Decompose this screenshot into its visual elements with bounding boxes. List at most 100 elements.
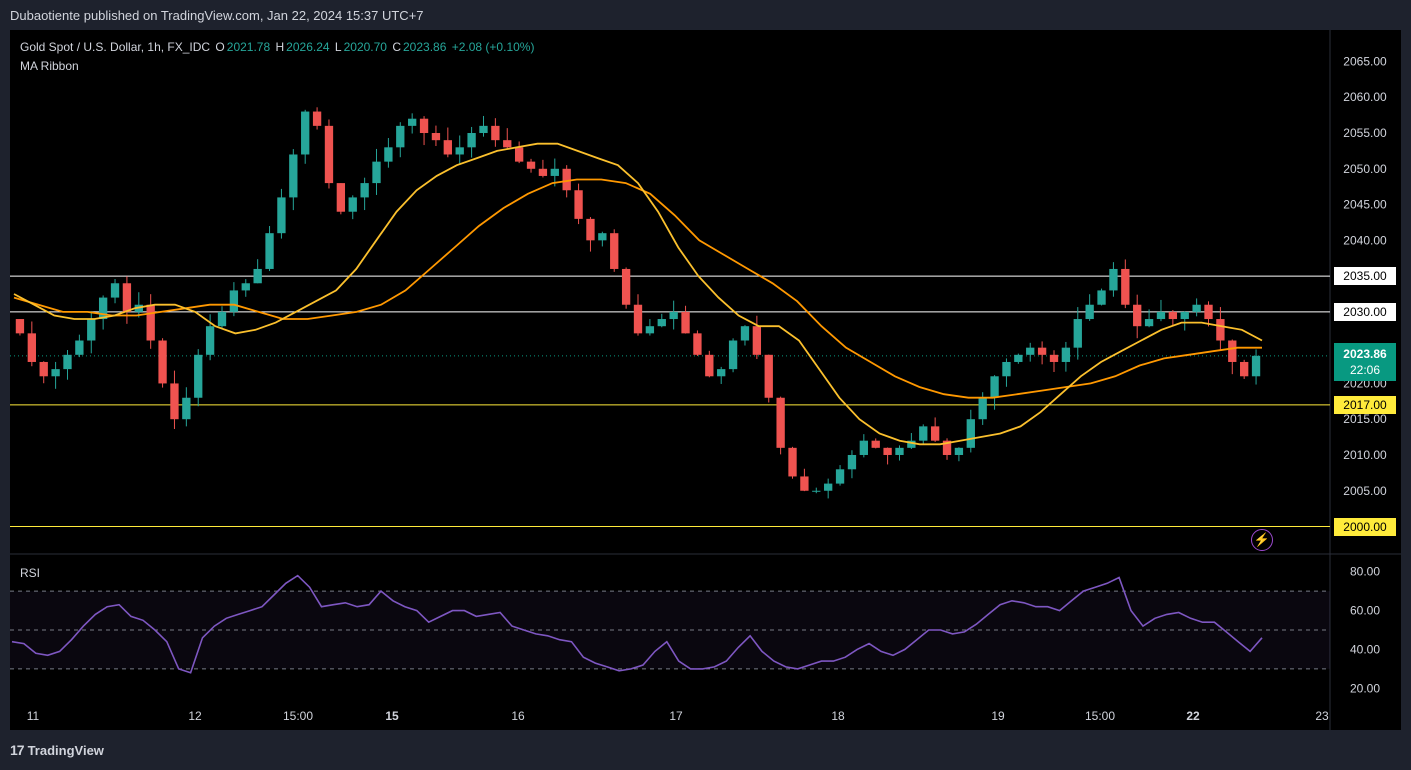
candle-body: [360, 183, 369, 198]
candle-body: [764, 354, 773, 398]
candle-body: [63, 354, 72, 370]
candle-body: [467, 133, 476, 148]
candle-body: [1216, 319, 1225, 341]
candle-body: [776, 397, 785, 448]
candle-body: [526, 161, 536, 169]
time-tick-label: 22: [1186, 709, 1200, 723]
open-value: 2021.78: [226, 40, 271, 54]
candle-body: [633, 304, 643, 334]
candle-body: [336, 183, 346, 212]
candle-body: [598, 233, 607, 241]
time-tick-label: 18: [831, 709, 845, 723]
candle-body: [479, 125, 488, 134]
candle-body: [574, 190, 583, 219]
price-tick-label: 2050.00: [1343, 162, 1387, 176]
candle-body: [122, 283, 132, 312]
candle-body: [824, 483, 833, 491]
candle-body: [657, 319, 666, 327]
candle-body: [740, 326, 750, 341]
level-price-tag: 2035.00: [1334, 267, 1396, 286]
ma-fast-line: [13, 142, 1263, 446]
candle-body: [514, 147, 524, 162]
rsi-band: [10, 591, 1330, 669]
high-key: H: [275, 40, 285, 54]
candle-body: [503, 140, 512, 148]
price-tick-label: 2015.00: [1343, 412, 1387, 426]
candle-body: [1121, 268, 1130, 305]
price-tick-label: 2040.00: [1343, 233, 1387, 247]
low-value: 2020.70: [343, 40, 387, 54]
candle-body: [1204, 304, 1213, 320]
candle-body: [1109, 268, 1118, 291]
candle-body: [1002, 361, 1011, 377]
lightning-icon[interactable]: ⚡: [1251, 529, 1273, 551]
price-tick-label: 2055.00: [1343, 126, 1387, 140]
candle-body: [289, 154, 298, 198]
candle-body: [1097, 290, 1106, 305]
candle-body: [265, 233, 274, 269]
candle-body: [550, 168, 559, 176]
open-key: O: [215, 40, 225, 54]
price-tick-label: 2060.00: [1343, 90, 1387, 104]
candle-body: [1037, 347, 1047, 355]
high-value: 2026.24: [286, 40, 330, 54]
time-tick-label: 17: [669, 709, 683, 723]
candle-body: [669, 311, 678, 320]
candle-body: [847, 454, 857, 470]
rsi-tick-label: 60.00: [1350, 604, 1380, 618]
candle-body: [1192, 304, 1201, 312]
candle-body: [87, 319, 96, 341]
candle-body: [907, 440, 916, 448]
price-legend: Gold Spot / U.S. Dollar, 1h, FX_IDC O 202…: [20, 40, 536, 54]
candle-body: [693, 333, 702, 355]
price-tick-label: 2065.00: [1343, 54, 1387, 68]
candle-body: [277, 197, 286, 234]
time-tick-label: 12: [188, 709, 202, 723]
candle-body: [788, 447, 797, 477]
candle-body: [158, 340, 167, 384]
candle-body: [1156, 311, 1166, 320]
tradingview-logo-icon: 17: [10, 742, 25, 758]
candle-body: [408, 118, 417, 126]
candle-body: [705, 354, 714, 377]
last-price-tag: 2023.86 22:06: [1334, 343, 1396, 381]
candle-body: [895, 447, 904, 455]
candle-body: [384, 147, 393, 162]
candle-body: [1026, 347, 1035, 355]
indicator-label[interactable]: MA Ribbon: [20, 59, 79, 73]
ma-slow-line: [13, 178, 1262, 399]
candle-body: [871, 440, 880, 448]
price-tick-label: 2005.00: [1343, 484, 1387, 498]
candle-body: [491, 125, 500, 141]
candle-body: [717, 369, 726, 377]
candle-body: [645, 326, 655, 334]
footer-brand[interactable]: 17 TradingView: [10, 742, 104, 758]
candle-body: [229, 290, 239, 312]
time-tick-label: 15:00: [1085, 709, 1115, 723]
candle-body: [98, 297, 108, 320]
candle-body: [621, 268, 631, 305]
candle-body: [39, 361, 48, 377]
price-tick-label: 2010.00: [1343, 448, 1387, 462]
candle-body: [1014, 354, 1023, 362]
time-tick-label: 19: [991, 709, 1005, 723]
rsi-pane-label[interactable]: RSI: [20, 566, 41, 580]
candle-body: [1073, 319, 1082, 348]
candle-body: [312, 111, 322, 126]
level-price-tag: 2000.00: [1334, 517, 1396, 536]
candle-body: [538, 168, 548, 176]
candle-body: [919, 426, 928, 441]
candle-body: [859, 440, 868, 455]
time-tick-label: 16: [511, 709, 525, 723]
brand-name: TradingView: [27, 742, 104, 758]
time-tick-label: 15: [385, 709, 399, 723]
candle-body: [455, 147, 464, 155]
candle-body: [1240, 361, 1249, 377]
candle-body: [1168, 311, 1178, 320]
candle-body: [110, 283, 120, 298]
candle-body: [194, 354, 203, 398]
candle-body: [835, 469, 845, 484]
candle-body: [217, 311, 227, 327]
candle-body: [681, 311, 690, 334]
